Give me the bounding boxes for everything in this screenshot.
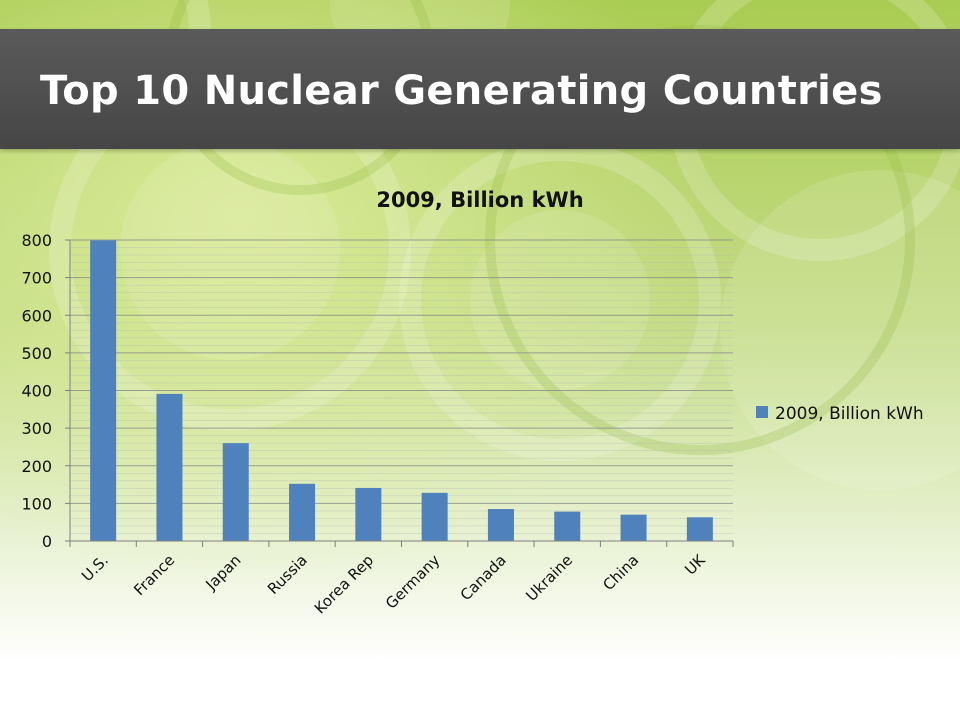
x-category-label: Ukraine bbox=[522, 551, 576, 605]
bars bbox=[90, 240, 713, 541]
x-category-label: China bbox=[599, 551, 642, 594]
y-tick-label: 700 bbox=[21, 269, 52, 288]
bar-chart: 2009, Billion kWh 0 100 200 300 400 500 600 700… bbox=[21, 188, 924, 617]
x-category-label: U.S. bbox=[78, 551, 112, 585]
x-category-label: Korea Rep bbox=[311, 551, 377, 617]
y-tick-label: 500 bbox=[21, 344, 52, 363]
x-category-label: UK bbox=[681, 550, 709, 578]
x-category-label: Canada bbox=[457, 551, 510, 604]
bar-japan bbox=[222, 443, 249, 541]
bar-canada bbox=[487, 509, 514, 541]
y-tick-label: 400 bbox=[21, 382, 52, 401]
y-tick-label: 200 bbox=[21, 457, 52, 476]
y-tick-label: 600 bbox=[21, 306, 52, 325]
legend: 2009, Billion kWh bbox=[756, 404, 924, 424]
bar-u-s- bbox=[90, 240, 117, 541]
bar-uk bbox=[686, 517, 713, 541]
x-category-label: France bbox=[130, 551, 178, 599]
bar-korea-rep bbox=[355, 487, 382, 541]
y-axis: 0 100 200 300 400 500 600 700 800 bbox=[21, 231, 71, 551]
bar-france bbox=[156, 393, 183, 541]
x-category-label: Japan bbox=[202, 551, 245, 594]
slide-title: Top 10 Nuclear Generating Countries bbox=[40, 68, 883, 114]
x-axis: U.S. France Japan Russia Korea Rep Germany Can… bbox=[69, 540, 734, 617]
bar-china bbox=[620, 514, 647, 541]
y-tick-label: 100 bbox=[21, 494, 52, 513]
y-tick-label: 0 bbox=[42, 532, 52, 551]
legend-label: 2009, Billion kWh bbox=[775, 404, 924, 424]
y-tick-label: 300 bbox=[21, 419, 52, 438]
x-category-label: Germany bbox=[382, 551, 444, 613]
y-tick-label: 800 bbox=[21, 231, 52, 250]
chart-title: 2009, Billion kWh bbox=[376, 188, 583, 212]
legend-swatch bbox=[756, 406, 768, 418]
x-category-label: Russia bbox=[264, 551, 311, 598]
bar-russia bbox=[289, 483, 316, 541]
title-bar bbox=[0, 29, 960, 149]
bar-ukraine bbox=[554, 511, 581, 541]
bar-germany bbox=[421, 492, 448, 541]
